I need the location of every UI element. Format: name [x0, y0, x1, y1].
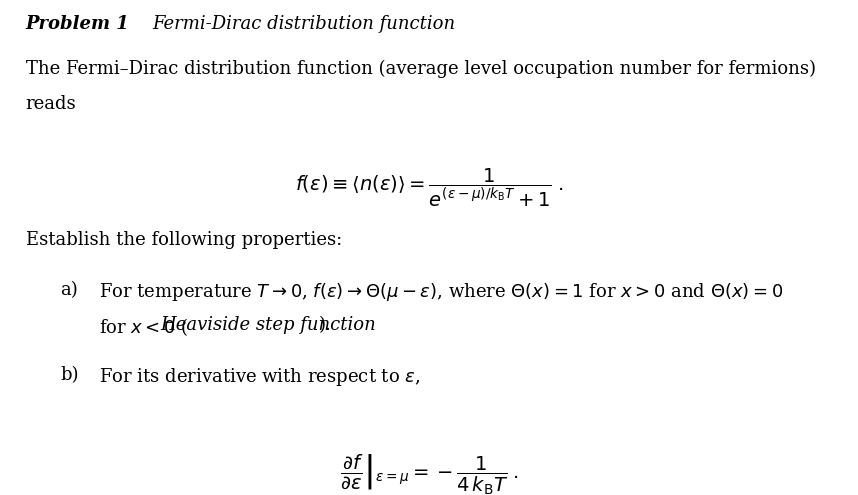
Text: $\left.\dfrac{\partial f}{\partial \epsilon}\right|_{\epsilon=\mu} = -\dfrac{1}{: $\left.\dfrac{\partial f}{\partial \epsi…	[340, 452, 518, 495]
Text: Heaviside step function: Heaviside step function	[160, 316, 376, 334]
Text: For its derivative with respect to $\epsilon$,: For its derivative with respect to $\eps…	[99, 366, 420, 388]
Text: ).: ).	[319, 316, 332, 334]
Text: Establish the following properties:: Establish the following properties:	[26, 231, 342, 249]
Text: a): a)	[60, 281, 78, 298]
Text: reads: reads	[26, 95, 76, 113]
Text: $f(\epsilon) \equiv \langle n(\epsilon) \rangle = \dfrac{1}{e^{(\epsilon-\mu)/k_: $f(\epsilon) \equiv \langle n(\epsilon) …	[294, 167, 564, 209]
Text: Fermi-Dirac distribution function: Fermi-Dirac distribution function	[153, 15, 456, 33]
Text: Problem 1: Problem 1	[26, 15, 130, 33]
Text: The Fermi–Dirac distribution function (average level occupation number for fermi: The Fermi–Dirac distribution function (a…	[26, 59, 816, 78]
Text: For temperature $T \to 0$, $f(\epsilon) \to \Theta(\mu - \epsilon)$, where $\The: For temperature $T \to 0$, $f(\epsilon) …	[99, 281, 782, 302]
Text: b): b)	[60, 366, 79, 384]
Text: for $x < 0$ (: for $x < 0$ (	[99, 316, 188, 338]
